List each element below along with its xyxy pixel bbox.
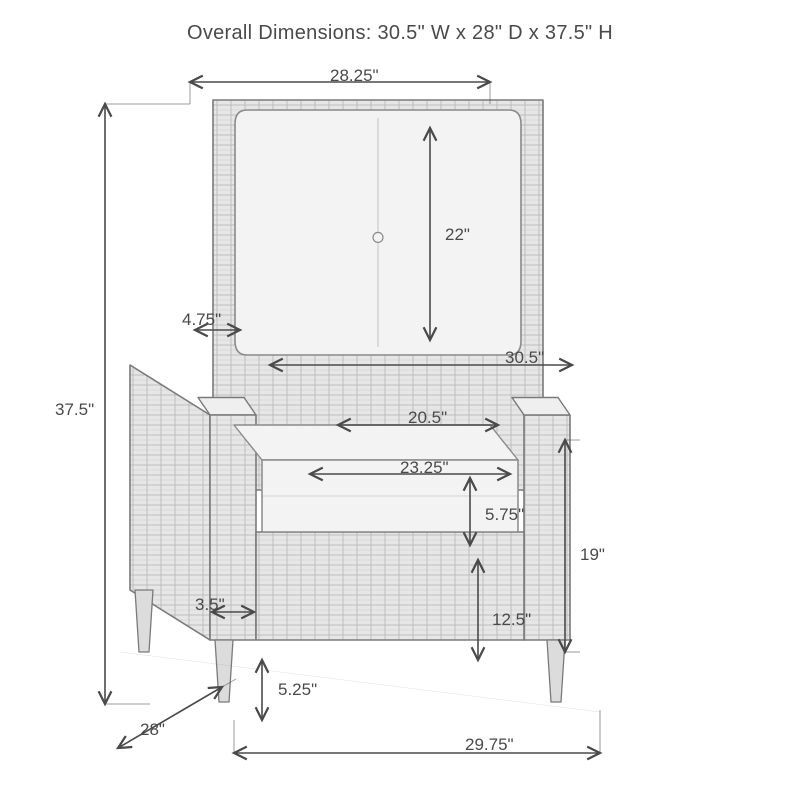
dim-arrow-depth [118, 687, 222, 748]
dim-label-seat_w: 23.25" [400, 458, 449, 478]
dim-label-skirt_h: 12.5" [492, 610, 531, 630]
dim-label-overall_w: 30.5" [505, 348, 544, 368]
dim-label-arm_top: 4.75" [182, 310, 221, 330]
dim-label-front_w: 29.75" [465, 735, 514, 755]
dim-label-leg_h: 5.25" [278, 680, 317, 700]
chair-svg [0, 0, 800, 800]
dim-label-cushion_h: 5.75" [485, 505, 524, 525]
dimension-diagram: { "title": "Overall Dimensions: 30.5\" W… [0, 0, 800, 800]
dim-label-top_width: 28.25" [330, 66, 379, 86]
dim-label-side_w: 3.5" [195, 595, 225, 615]
dim-label-arm_h: 19" [580, 545, 605, 565]
dim-label-seat_d: 20.5" [408, 408, 447, 428]
dim-label-depth: 28" [140, 720, 165, 740]
dim-label-back_h: 22" [445, 225, 470, 245]
dim-label-overall_h: 37.5" [55, 400, 94, 420]
